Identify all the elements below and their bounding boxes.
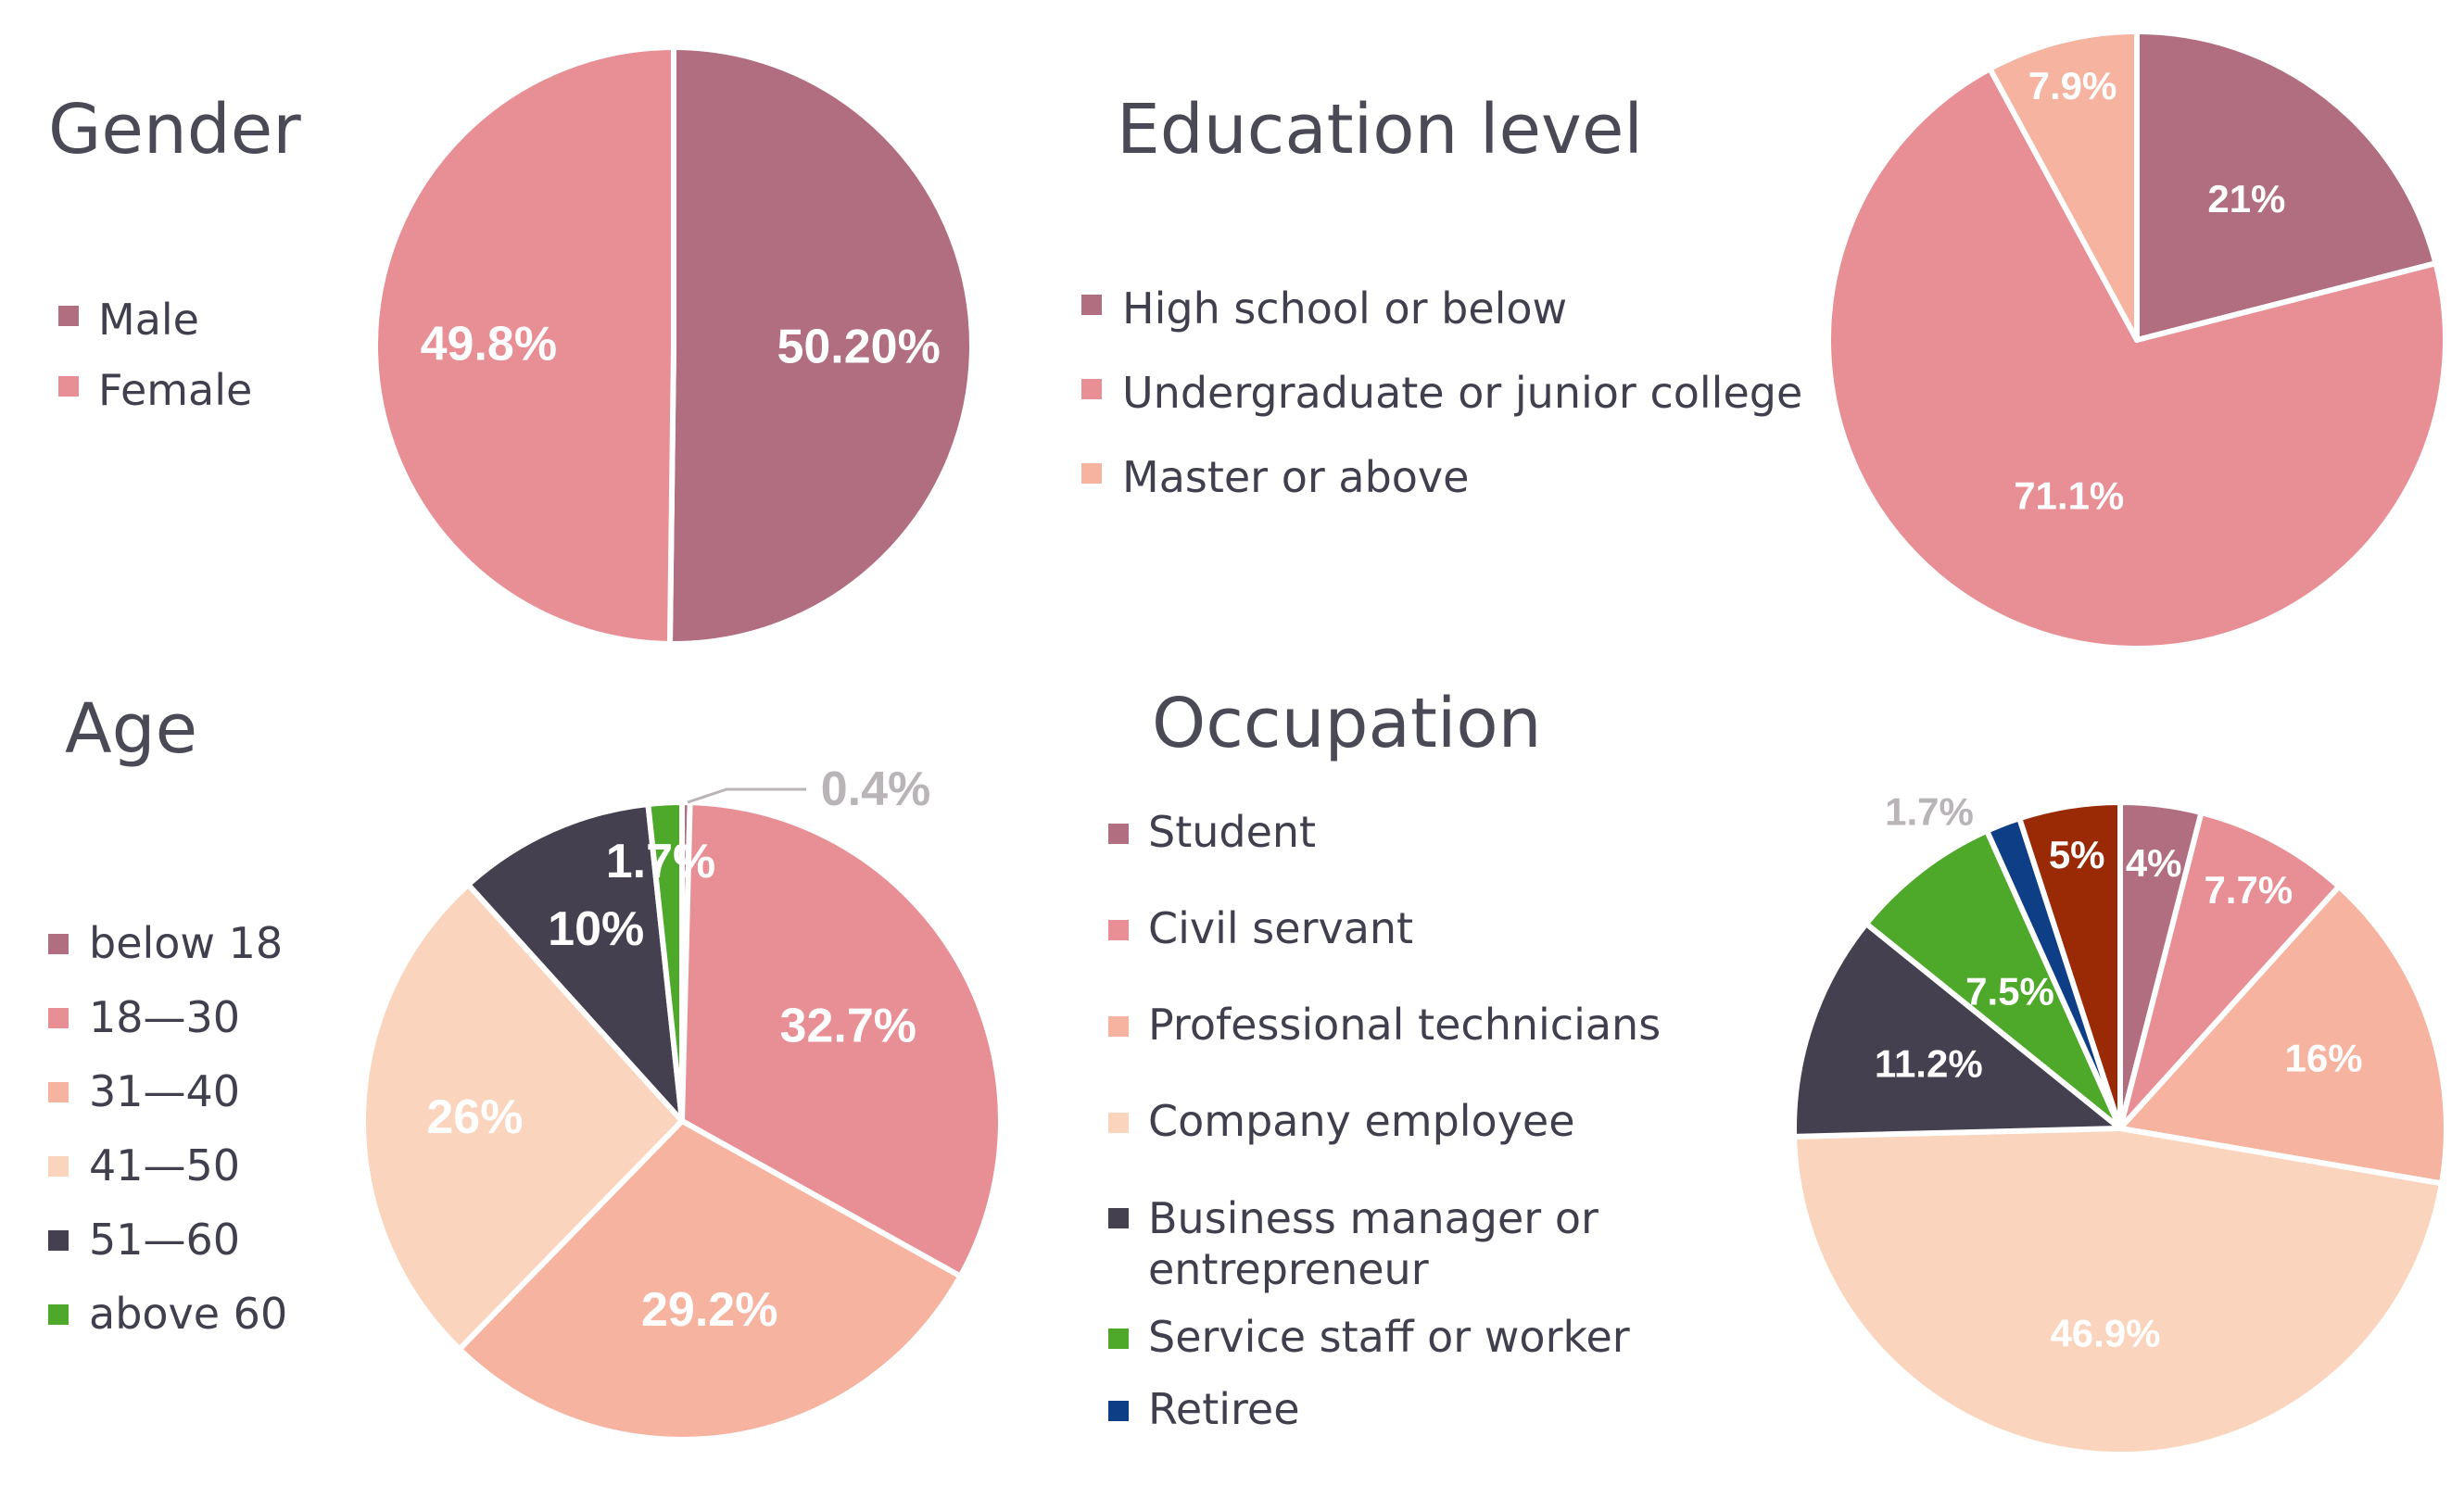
occupation-slice-civil-servant [2117,810,2343,1131]
education-label-master-or-above: 7.9% [2028,64,2117,107]
occupation-legend-label-retiree: Retiree [1148,1384,1300,1434]
occupation-label-service-staff-or-worker: 7.5% [1965,970,2054,1014]
education-legend-label-undergraduate: Undergraduate or junior college [1122,368,1802,418]
gender-pie: 50.20% 49.8% [372,44,975,647]
age-label-51-60: 10% [548,902,644,956]
occupation-slice-service-staff-or-worker [1863,827,2123,1131]
education-legend-swatch-undergraduate [1081,379,1102,399]
occupation-label-business-manager-or-entrepreneur: 11.2% [1875,1041,1983,1085]
age-slice-31-40 [456,1118,964,1442]
occupation-title: Occupation [1152,684,1542,763]
occupation-slice-slice-7 [2016,800,2123,1131]
education-slice-high-school-or-below [2134,29,2439,343]
age-slice-above-60 [645,800,685,1124]
age-label-41-50: 26% [426,1090,523,1144]
occupation-label-student: 4% [2126,841,2182,885]
gender-panel: Gender Male Female 50.20% 49.8% [48,44,975,647]
occupation-legend-swatch-company-employee [1108,1113,1129,1133]
occupation-panel: Occupation Student Civil servant Profess… [1108,684,2449,1458]
occupation-label-slice-7: 5% [2049,833,2105,876]
occupation-legend-swatch-student [1108,824,1129,844]
age-slice-18-30 [679,800,1004,1279]
gender-legend-label-male: Male [98,295,199,345]
occupation-label-professional-technicians: 16% [2285,1037,2363,1080]
occupation-legend-swatch-service-staff [1108,1329,1129,1349]
age-leader-line [687,787,806,804]
occupation-pie: 4% 7.7% 16% 46.9% 11.2% 7.5% 1.7% 5% [1791,790,2449,1458]
age-label-18-30: 32.7% [780,1000,916,1053]
occupation-legend-label-service-staff: Service staff or worker [1148,1312,1630,1362]
age-panel: Age below 18 18—30 31—40 41—50 51—60 abo… [48,689,1004,1442]
age-label-31-40: 29.2% [641,1283,777,1337]
education-legend-label-high-school: High school or below [1122,283,1567,334]
occupation-label-civil-servant: 7.7% [2204,868,2293,912]
occupation-legend-swatch-business-manager [1108,1208,1129,1228]
education-panel: Education level High school or below Und… [1081,29,2448,651]
education-label-undergraduate-or-junior-college: 71.1% [2014,473,2124,517]
age-legend-label-51-60: 51—60 [89,1215,240,1265]
age-legend-swatch-51-60 [48,1230,69,1251]
age-legend-label-above-60: above 60 [89,1289,287,1339]
age-legend-swatch-below-18 [48,934,69,954]
age-legend-swatch-31-40 [48,1082,69,1102]
age-slice-51-60 [465,800,685,1124]
age-legend: below 18 18—30 31—40 41—50 51—60 above 6… [48,918,287,1339]
occupation-legend-swatch-civil-servant [1108,920,1129,940]
age-legend-swatch-41-50 [48,1156,69,1177]
occupation-legend: Student Civil servant Professional techn… [1108,807,1661,1434]
education-legend-label-master: Master or above [1122,452,1469,502]
gender-title: Gender [48,90,301,170]
occupation-label-company-employee: 46.9% [2050,1312,2160,1355]
occupation-slice-company-employee [1791,1126,2445,1458]
gender-legend-swatch-male [58,306,79,326]
education-label-high-school-or-below: 21% [2207,177,2285,220]
education-pie: 21% 71.1% 7.9% [1826,29,2448,651]
age-slice-41-50 [360,881,685,1353]
gender-legend-swatch-female [58,376,79,397]
age-label-above-60: 1.7% [606,835,716,888]
age-legend-label-41-50: 41—50 [89,1140,240,1190]
gender-label-male: 50.20% [777,320,940,373]
age-legend-label-31-40: 31—40 [89,1066,240,1116]
age-label-below-18: 0.4% [821,762,931,816]
gender-legend-label-female: Female [98,365,252,415]
occupation-slice-professional-technicians [2117,883,2449,1187]
education-legend-swatch-master [1081,463,1102,484]
occupation-legend-label-company-employee: Company employee [1148,1096,1575,1146]
occupation-legend-label-business-manager: Business manager or entrepreneur [1148,1193,1598,1294]
occupation-label-retiree: 1.7% [1885,790,1974,834]
education-title: Education level [1117,90,1643,170]
age-legend-label-18-30: 18—30 [89,992,240,1042]
occupation-legend-label-technicians: Professional technicians [1148,1000,1661,1050]
occupation-legend-swatch-technicians [1108,1016,1129,1037]
gender-slice-female [372,44,676,647]
occupation-slice-business-manager-or-entrepreneur [1791,921,2123,1140]
age-legend-label-below-18: below 18 [89,918,283,968]
education-legend: High school or below Undergraduate or ju… [1081,283,1802,502]
education-slice-master-or-above [1987,29,2140,343]
age-legend-swatch-above-60 [48,1304,69,1325]
age-title: Age [65,689,197,769]
education-slice-undergraduate-or-junior-college [1826,66,2448,651]
gender-legend: Male Female [58,295,252,415]
gender-slice-male [666,44,975,647]
occupation-legend-label-student: Student [1148,807,1316,857]
occupation-legend-swatch-retiree [1108,1401,1129,1421]
education-legend-swatch-high-school [1081,295,1102,315]
age-legend-swatch-18-30 [48,1008,69,1028]
age-pie: 0.4% 32.7% 29.2% 26% 10% 1.7% [360,762,1004,1442]
occupation-legend-label-civil-servant: Civil servant [1148,903,1413,953]
gender-label-female: 49.8% [421,318,557,372]
